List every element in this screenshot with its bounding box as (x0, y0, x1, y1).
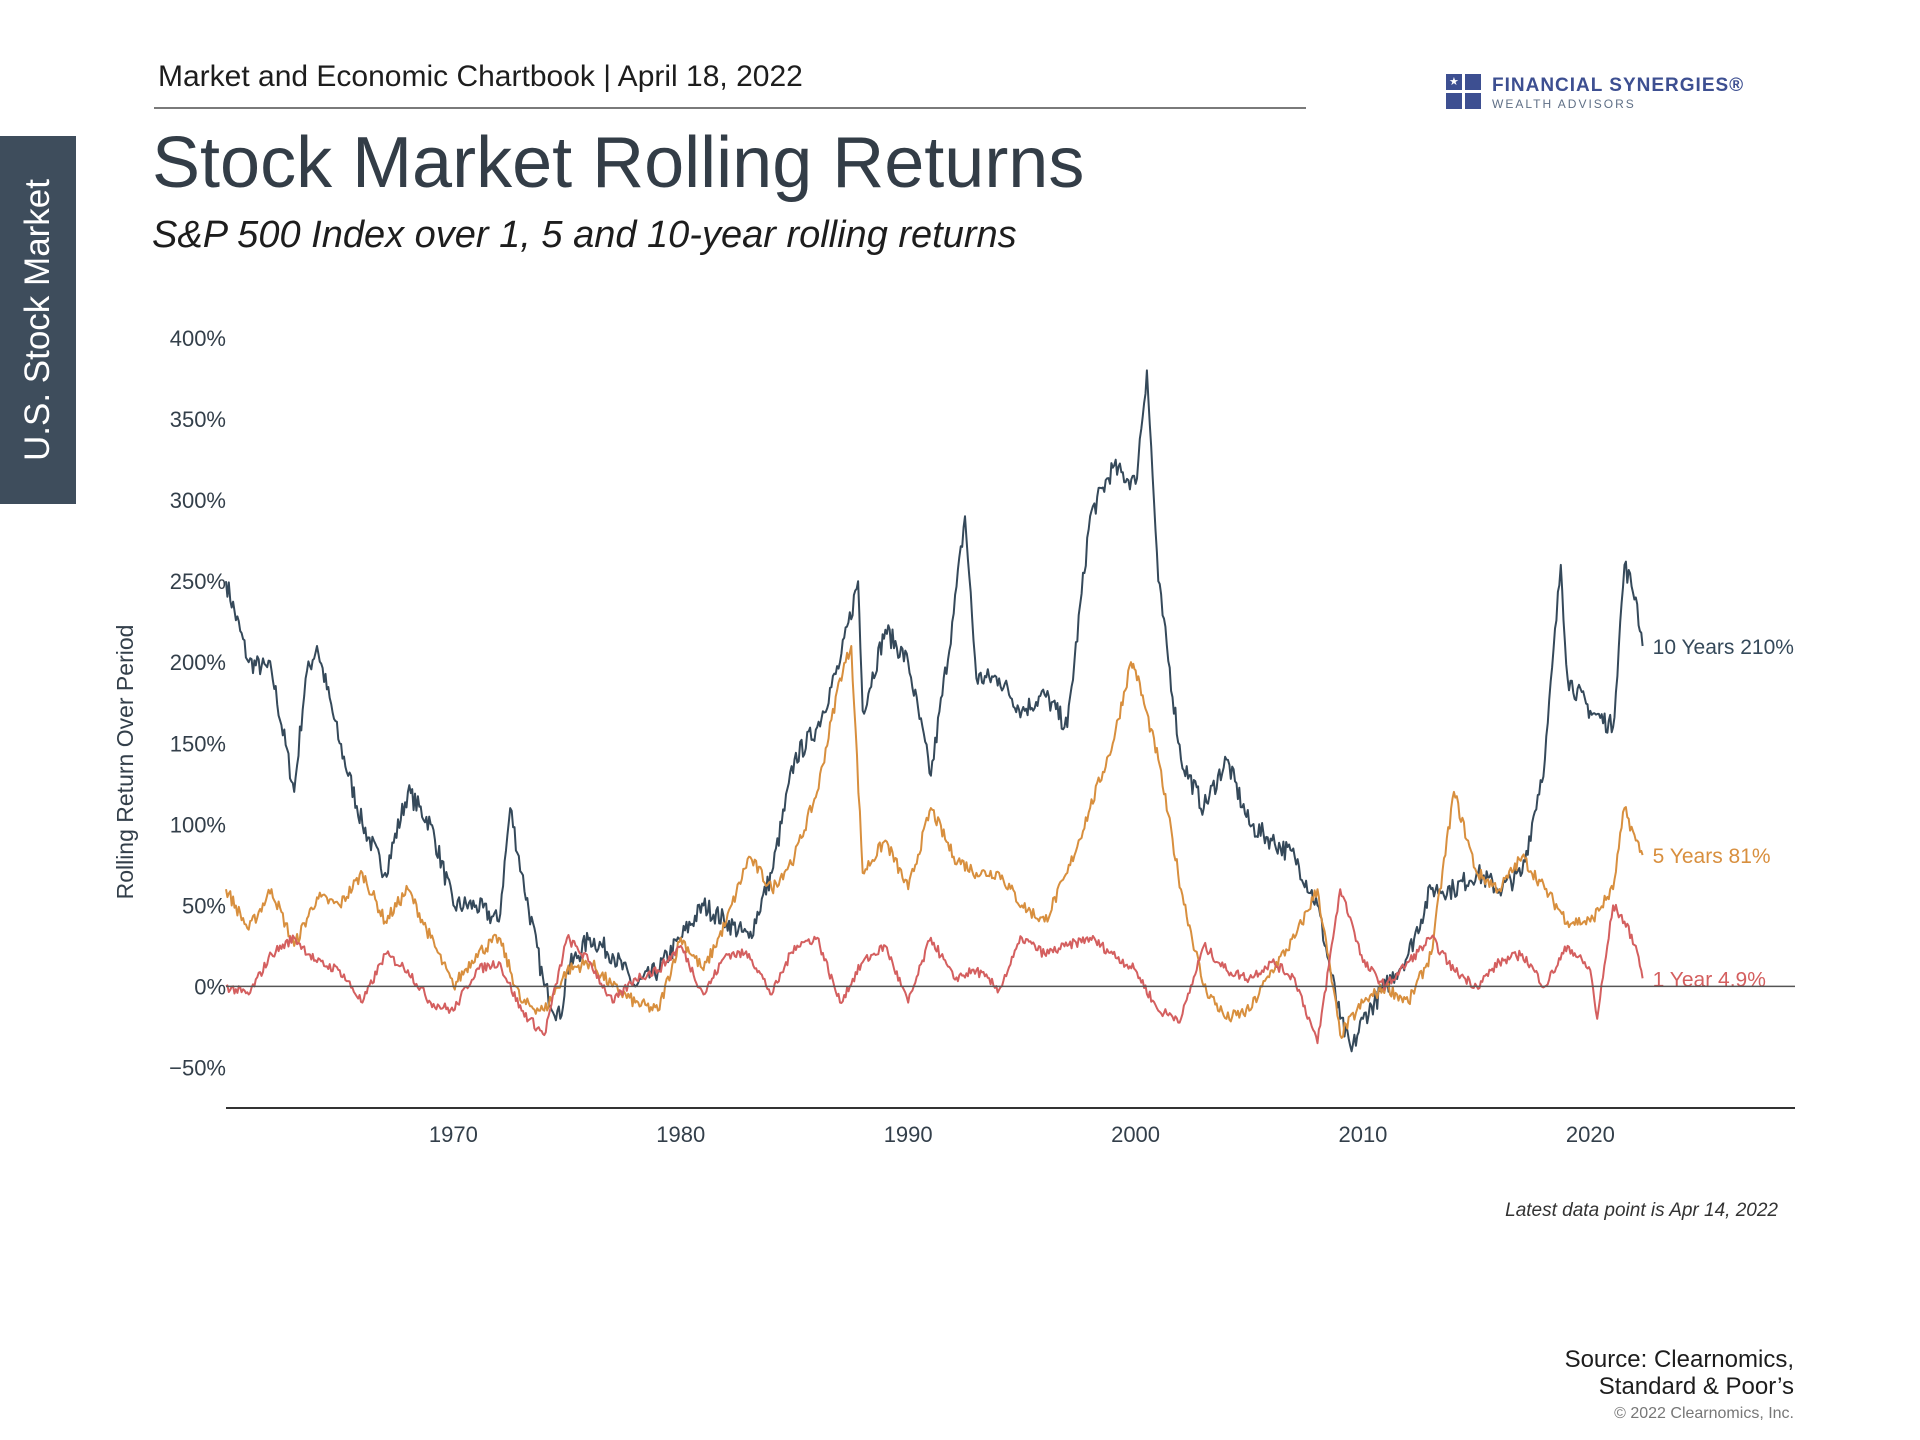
company-logo: ★ FINANCIAL SYNERGIES® WEALTH ADVISORS (1446, 74, 1766, 114)
series-line-10-years (225, 369, 1644, 1053)
x-tick-label: 2000 (1111, 1122, 1160, 1147)
y-tick-label: 300% (170, 488, 226, 513)
x-tick-label: 1980 (656, 1122, 705, 1147)
page-title: Stock Market Rolling Returns (152, 123, 1085, 203)
logo-squares-icon: ★ (1446, 74, 1481, 109)
logo-name: FINANCIAL SYNERGIES® (1492, 75, 1745, 96)
section-tab: U.S. Stock Market (0, 136, 76, 504)
copyright: © 2022 Clearnomics, Inc. (1614, 1405, 1794, 1422)
header-divider (154, 107, 1306, 109)
y-tick-label: 50% (182, 893, 226, 918)
x-tick-label: 2010 (1338, 1122, 1387, 1147)
y-tick-label: 150% (170, 731, 226, 756)
x-tick-label: 1990 (884, 1122, 933, 1147)
source-line-2: Standard & Poor’s (1598, 1373, 1794, 1400)
page-subtitle: S&P 500 Index over 1, 5 and 10-year roll… (152, 214, 1017, 256)
latest-data-note: Latest data point is Apr 14, 2022 (1505, 1200, 1778, 1221)
series-end-label: 1 Year 4.9% (1653, 968, 1766, 991)
series-end-label: 5 Years 81% (1653, 845, 1771, 868)
source-line-1: Source: Clearnomics, (1564, 1346, 1794, 1373)
y-tick-label: 400% (170, 326, 226, 351)
y-tick-label: 200% (170, 650, 226, 675)
y-tick-label: −50% (169, 1055, 226, 1080)
x-tick-label: 2020 (1566, 1122, 1615, 1147)
series-end-label: 10 Years 210% (1653, 636, 1794, 659)
series-line-1-year (225, 888, 1644, 1045)
x-tick-label: 1970 (429, 1122, 478, 1147)
y-tick-label: 0% (194, 974, 226, 999)
y-axis-label: Rolling Return Over Period (112, 625, 138, 900)
series-line-5-years (225, 645, 1644, 1039)
chartbook-header: Market and Economic Chartbook | April 18… (158, 60, 803, 93)
y-tick-label: 250% (170, 569, 226, 594)
logo-tagline: WEALTH ADVISORS (1492, 97, 1636, 111)
y-tick-label: 350% (170, 407, 226, 432)
source-credit: Source: Clearnomics, Standard & Poor’s (1400, 1346, 1794, 1400)
y-tick-label: 100% (170, 812, 226, 837)
